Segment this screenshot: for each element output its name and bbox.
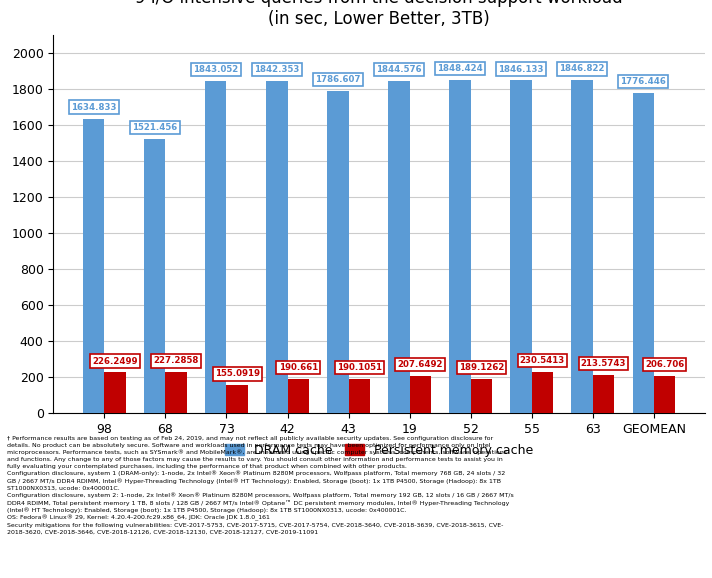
Bar: [144, 139, 165, 413]
Bar: [511, 80, 532, 413]
Bar: [349, 379, 370, 413]
Bar: [328, 91, 349, 413]
Bar: [449, 80, 471, 413]
Bar: [165, 372, 187, 413]
Bar: [532, 372, 553, 413]
Text: 230.5413: 230.5413: [520, 356, 565, 365]
Text: 1844.576: 1844.576: [376, 65, 422, 74]
Title: 9 I/O intensive queries from the decision support workload
(in sec, Lower Better: 9 I/O intensive queries from the decisio…: [135, 0, 623, 28]
Bar: [226, 386, 248, 413]
Bar: [288, 379, 309, 413]
Bar: [105, 372, 126, 413]
Text: 206.706: 206.706: [645, 360, 684, 369]
Text: 1521.456: 1521.456: [132, 123, 177, 132]
Text: 1634.833: 1634.833: [71, 103, 117, 112]
Text: 226.2499: 226.2499: [93, 357, 138, 365]
Bar: [471, 379, 492, 413]
Text: 1786.607: 1786.607: [315, 75, 361, 84]
Text: 1848.424: 1848.424: [437, 64, 483, 73]
Text: 1843.052: 1843.052: [193, 65, 239, 74]
Text: 1846.822: 1846.822: [560, 64, 605, 73]
Text: 213.5743: 213.5743: [581, 359, 627, 368]
Text: 207.6492: 207.6492: [397, 360, 443, 369]
Text: 190.661: 190.661: [278, 363, 318, 372]
Bar: [654, 376, 675, 413]
Text: 155.0919: 155.0919: [215, 369, 260, 379]
Text: 190.1051: 190.1051: [337, 363, 382, 372]
Text: 1842.353: 1842.353: [254, 65, 300, 74]
Bar: [409, 376, 431, 413]
Text: 1776.446: 1776.446: [620, 77, 666, 86]
Bar: [388, 81, 409, 413]
Bar: [572, 80, 593, 413]
Legend: DRAM cache, Persistent memory cache: DRAM cache, Persistent memory cache: [220, 439, 538, 462]
Bar: [83, 118, 105, 413]
Bar: [266, 81, 288, 413]
Bar: [205, 81, 226, 413]
Text: 1846.133: 1846.133: [498, 65, 544, 73]
Text: 189.1262: 189.1262: [459, 363, 504, 372]
Text: † Performance results are based on testing as of Feb 24, 2019, and may not refle: † Performance results are based on testi…: [7, 436, 514, 535]
Text: 227.2858: 227.2858: [154, 357, 199, 365]
Bar: [632, 93, 654, 413]
Bar: [593, 375, 614, 413]
